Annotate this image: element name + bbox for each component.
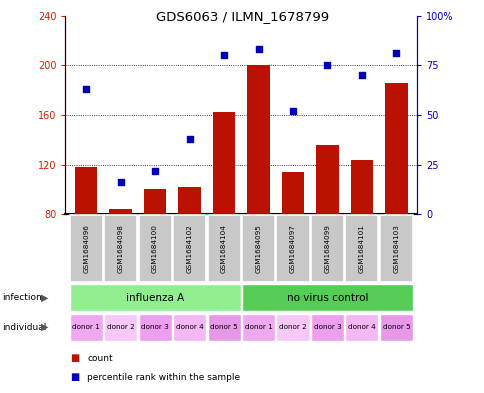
Text: donor 3: donor 3 <box>313 324 341 330</box>
Bar <box>242 215 274 282</box>
Bar <box>242 285 412 311</box>
Bar <box>144 189 166 214</box>
Text: GSM1684095: GSM1684095 <box>255 224 261 273</box>
Bar <box>316 145 338 214</box>
Bar <box>75 167 97 214</box>
Text: GSM1684100: GSM1684100 <box>152 224 158 273</box>
Bar <box>207 215 240 282</box>
Text: donor 2: donor 2 <box>279 324 306 330</box>
Point <box>254 46 262 53</box>
Bar <box>379 215 412 282</box>
Bar <box>173 215 206 282</box>
Text: donor 4: donor 4 <box>348 324 375 330</box>
Bar <box>379 314 412 341</box>
Point <box>288 108 296 114</box>
Text: GDS6063 / ILMN_1678799: GDS6063 / ILMN_1678799 <box>156 10 328 23</box>
Bar <box>207 314 240 341</box>
Text: donor 1: donor 1 <box>244 324 272 330</box>
Bar <box>310 314 343 341</box>
Text: GSM1684098: GSM1684098 <box>118 224 123 273</box>
Bar <box>276 215 309 282</box>
Bar <box>384 83 407 214</box>
Text: GSM1684101: GSM1684101 <box>358 224 364 273</box>
Text: ▶: ▶ <box>41 322 48 332</box>
Text: percentile rank within the sample: percentile rank within the sample <box>87 373 240 382</box>
Point <box>220 52 227 59</box>
Text: donor 3: donor 3 <box>141 324 168 330</box>
Text: GSM1684103: GSM1684103 <box>393 224 399 273</box>
Point <box>392 50 399 57</box>
Text: individual: individual <box>2 323 46 332</box>
Point <box>82 86 90 92</box>
Bar <box>70 215 103 282</box>
Bar <box>70 314 103 341</box>
Text: GSM1684099: GSM1684099 <box>324 224 330 273</box>
Text: donor 1: donor 1 <box>72 324 100 330</box>
Text: count: count <box>87 354 113 363</box>
Bar <box>70 285 240 311</box>
Bar <box>173 314 206 341</box>
Text: donor 5: donor 5 <box>382 324 409 330</box>
Bar <box>310 215 343 282</box>
Bar <box>104 314 137 341</box>
Point <box>323 62 331 68</box>
Bar <box>242 314 274 341</box>
Text: GSM1684096: GSM1684096 <box>83 224 89 273</box>
Bar <box>345 314 378 341</box>
Text: no virus control: no virus control <box>286 293 367 303</box>
Text: GSM1684104: GSM1684104 <box>221 224 227 273</box>
Text: GSM1684102: GSM1684102 <box>186 224 192 273</box>
Text: infection: infection <box>2 293 42 302</box>
Point <box>117 179 124 185</box>
Bar <box>138 215 171 282</box>
Text: GSM1684097: GSM1684097 <box>289 224 295 273</box>
Bar <box>350 160 372 214</box>
Point <box>185 136 193 142</box>
Bar <box>281 172 303 214</box>
Text: donor 2: donor 2 <box>106 324 134 330</box>
Bar <box>212 112 235 214</box>
Bar <box>276 314 309 341</box>
Bar <box>138 314 171 341</box>
Point <box>357 72 365 78</box>
Bar <box>104 215 137 282</box>
Text: influenza A: influenza A <box>126 293 184 303</box>
Bar <box>178 187 200 214</box>
Text: ■: ■ <box>70 372 79 382</box>
Bar <box>109 209 132 214</box>
Bar <box>345 215 378 282</box>
Text: donor 5: donor 5 <box>210 324 238 330</box>
Text: ▶: ▶ <box>41 293 48 303</box>
Point <box>151 167 159 174</box>
Bar <box>247 65 269 214</box>
Text: ■: ■ <box>70 353 79 364</box>
Text: donor 4: donor 4 <box>175 324 203 330</box>
